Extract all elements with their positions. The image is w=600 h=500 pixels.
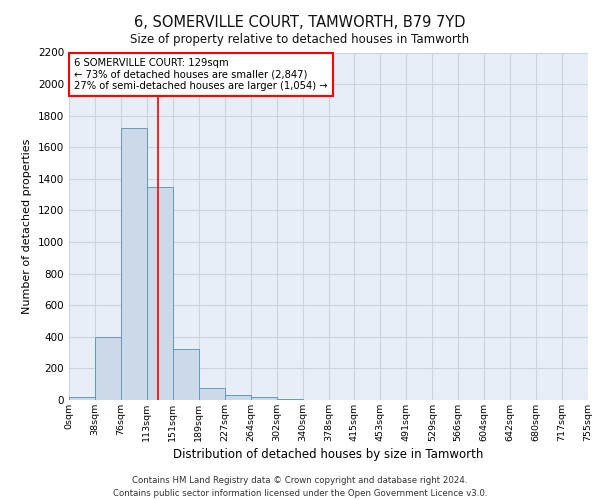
Bar	[173, 348, 199, 400]
Bar	[277, 399, 302, 400]
Bar	[147, 187, 173, 400]
Text: Contains HM Land Registry data © Crown copyright and database right 2024.
Contai: Contains HM Land Registry data © Crown c…	[113, 476, 487, 498]
Bar	[199, 388, 224, 400]
Bar	[95, 337, 121, 400]
Bar	[69, 397, 95, 400]
Text: Size of property relative to detached houses in Tamworth: Size of property relative to detached ho…	[130, 32, 470, 46]
X-axis label: Distribution of detached houses by size in Tamworth: Distribution of detached houses by size …	[173, 448, 484, 461]
Text: 6, SOMERVILLE COURT, TAMWORTH, B79 7YD: 6, SOMERVILLE COURT, TAMWORTH, B79 7YD	[134, 15, 466, 30]
Bar	[251, 397, 277, 400]
Bar	[121, 128, 147, 400]
Text: 6 SOMERVILLE COURT: 129sqm
← 73% of detached houses are smaller (2,847)
27% of s: 6 SOMERVILLE COURT: 129sqm ← 73% of deta…	[74, 58, 328, 91]
Y-axis label: Number of detached properties: Number of detached properties	[22, 138, 32, 314]
Bar	[225, 396, 251, 400]
